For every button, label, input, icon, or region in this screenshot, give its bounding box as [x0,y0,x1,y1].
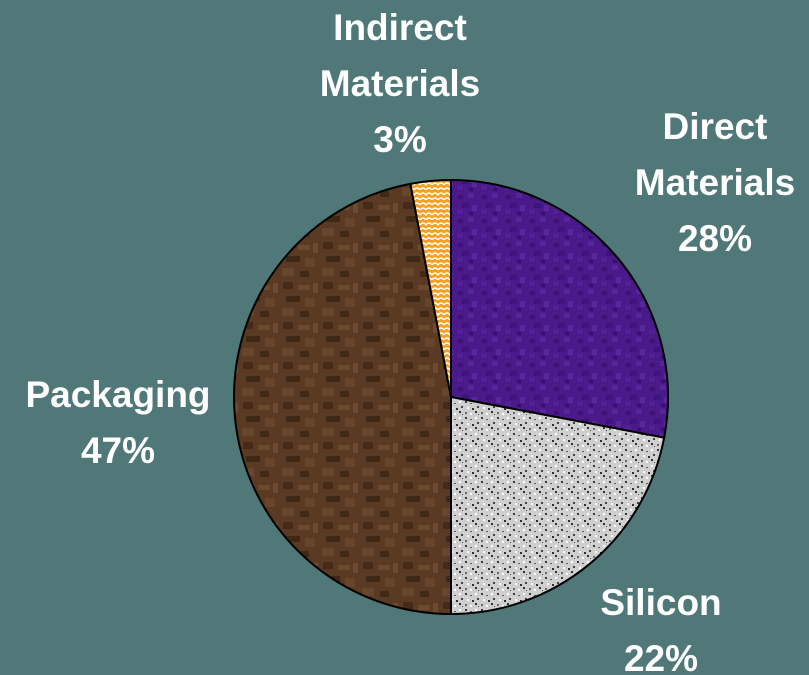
slice-label-packaging: Packaging 47% [0,367,236,479]
pie-slices [233,179,669,615]
pie-slice-direct-materials [450,179,669,439]
slice-label-line: Materials [319,63,481,104]
slice-label-silicon: Silicon 22% [566,575,756,675]
pie-slice-indirect-materials [409,179,452,398]
slice-percent-label: 22% [623,638,699,675]
slice-percent-label: 3% [373,119,427,160]
pie-slice-packaging [233,182,452,615]
slice-label-line: Silicon [600,582,722,623]
slice-label-line: Packaging [25,374,211,415]
slice-label-line: Direct [662,106,768,147]
slice-percent-label: 47% [80,430,156,471]
slice-label-direct-materials: Direct Materials 28% [610,99,809,267]
slice-label-line: Indirect [333,7,467,48]
slice-label-line: Materials [634,162,796,203]
slice-label-indirect-materials: Indirect Materials 3% [300,0,500,168]
pie-slice-silicon [450,396,666,615]
slice-percent-label: 28% [677,218,753,259]
